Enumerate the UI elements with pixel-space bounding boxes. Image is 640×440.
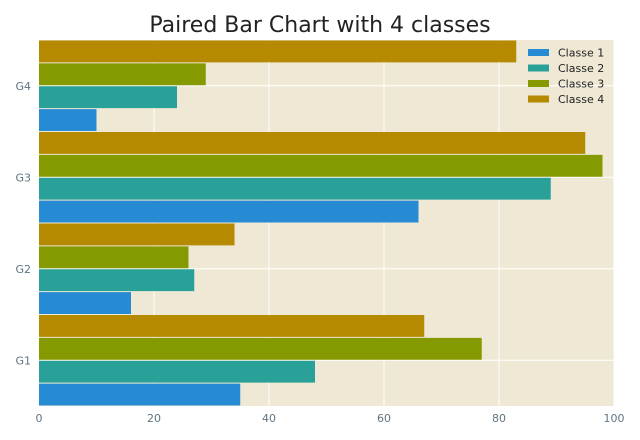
legend-label: Classe 1 [558, 47, 604, 60]
x-tick-label: 60 [377, 412, 391, 425]
bar-g2-classe-4 [39, 223, 235, 246]
x-tick-label: 40 [262, 412, 276, 425]
y-axis-ticks: G1 G2 G3 G4 [15, 80, 31, 368]
bar-g3-classe-4 [39, 132, 586, 154]
y-tick-label: G3 [15, 171, 31, 184]
bar-g3-classe-2 [39, 177, 551, 200]
bar-g1-classe-4 [39, 315, 425, 337]
x-tick-label: 80 [492, 412, 506, 425]
y-tick-label: G1 [15, 354, 31, 367]
legend-swatch [528, 80, 549, 87]
legend-label: Classe 2 [558, 62, 604, 75]
bar-g4-classe-1 [39, 109, 97, 131]
x-tick-label: 100 [604, 412, 625, 425]
legend: Classe 1 Classe 2 Classe 3 Classe 4 [528, 47, 604, 106]
bar-g2-classe-3 [39, 246, 189, 269]
bar-g1-classe-2 [39, 360, 315, 383]
legend-label: Classe 3 [558, 78, 604, 91]
bars [39, 40, 603, 406]
bar-g1-classe-3 [39, 337, 482, 360]
x-tick-label: 20 [147, 412, 161, 425]
bar-g2-classe-1 [39, 292, 131, 314]
x-axis-ticks: 0 20 40 60 80 100 [36, 412, 625, 425]
y-tick-label: G2 [15, 263, 31, 276]
x-tick-label: 0 [36, 412, 43, 425]
chart-title: Paired Bar Chart with 4 classes [149, 13, 490, 38]
bar-g1-classe-1 [39, 383, 241, 406]
bar-g3-classe-1 [39, 200, 419, 223]
legend-swatch [528, 49, 549, 56]
legend-swatch [528, 95, 549, 103]
bar-g4-classe-2 [39, 86, 177, 109]
y-tick-label: G4 [15, 80, 31, 93]
legend-swatch [528, 64, 549, 72]
bar-g4-classe-3 [39, 63, 206, 86]
bar-g3-classe-3 [39, 154, 603, 177]
legend-label: Classe 4 [558, 93, 604, 106]
bar-g2-classe-2 [39, 269, 195, 292]
grid-lines [38, 40, 615, 406]
bar-g4-classe-4 [39, 40, 517, 63]
